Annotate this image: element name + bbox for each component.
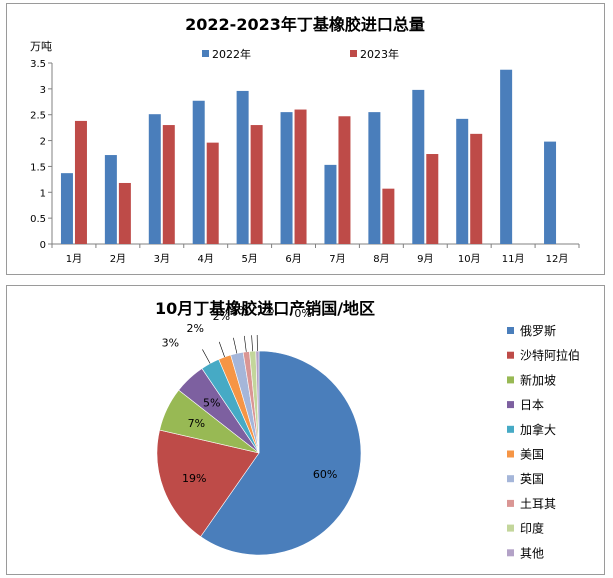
- y-tick-label: 0: [40, 240, 46, 251]
- x-tick-label: 12月: [546, 253, 569, 265]
- pie-legend-swatch: [507, 425, 514, 433]
- pie-data-label: 5%: [203, 396, 220, 409]
- pie-legend-swatch: [507, 524, 514, 532]
- pie-legend-swatch: [507, 549, 514, 557]
- pie-legend-label: 其他: [520, 546, 544, 560]
- pie-leader-line: [243, 335, 247, 352]
- y-tick-label: 1: [40, 188, 46, 199]
- pie-legend-label: 俄罗斯: [520, 324, 556, 338]
- bar-2022年-3月: [148, 114, 161, 244]
- bar-chart-panel: 2022-2023年丁基橡胶进口总量 万吨 2022年 2023年 0 0.5 1 1.…: [6, 3, 605, 275]
- bar-2023年-4月: [206, 142, 219, 244]
- bar-2023年-8月: [382, 188, 395, 244]
- pie-legend-label: 沙特阿拉伯: [520, 348, 580, 363]
- bar-2022年-4月: [192, 100, 205, 244]
- x-tick-label: 4月: [198, 253, 214, 265]
- bar-legend: 2022年 2023年: [202, 47, 399, 61]
- bar-chart-title: 2022-2023年丁基橡胶进口总量: [185, 15, 425, 34]
- pie-chart-title: 10月丁基橡胶进口产销国/地区: [155, 299, 375, 318]
- bar-2023年-7月: [338, 116, 351, 244]
- bar-2022年-9月: [412, 89, 425, 245]
- bar-chart: 2022-2023年丁基橡胶进口总量 万吨 2022年 2023年 0 0.5 1 1.…: [30, 15, 580, 265]
- bar-2022年-7月: [324, 164, 337, 244]
- pie-data-label: 2%: [186, 322, 203, 335]
- bar-marks: [60, 69, 557, 245]
- x-tick-label: 1月: [66, 253, 82, 265]
- pie-data-label: 7%: [188, 417, 205, 430]
- pie-legend-label: 新加坡: [520, 372, 556, 387]
- pie-data-label: 2%: [213, 310, 230, 323]
- x-tick-label: 5月: [241, 253, 257, 265]
- legend-swatch: [202, 50, 209, 57]
- y-tick-label: 1.5: [30, 162, 46, 173]
- pie-data-labels: 60%19%7%5%3%2%2% 1% 1% 0%: [162, 303, 338, 485]
- x-tick-label: 11月: [502, 253, 525, 265]
- legend-label: 2023年: [360, 47, 399, 61]
- pie-legend-swatch: [507, 499, 514, 507]
- bar-2023年-3月: [162, 125, 175, 244]
- pie-legend-swatch: [507, 327, 514, 334]
- pie-legend-swatch: [507, 351, 514, 359]
- bar-2022年-6月: [280, 112, 293, 244]
- x-tick-label: 3月: [154, 253, 170, 265]
- pie-chart: 10月丁基橡胶进口产销国/地区 60%19%7%5%3%2%2% 1% 1% 0% 俄…: [155, 299, 580, 560]
- pie-legend-swatch: [507, 475, 514, 483]
- x-tick-label: 7月: [329, 253, 345, 265]
- bar-axes: 0 0.5 1 1.5 2 2.5 3 3.5 1月 2月 3月 4月 5月 6月 7月 8月 9月 10月 11月…: [30, 59, 580, 265]
- x-tick-label: 8月: [373, 253, 389, 265]
- pie-slice-沙特阿拉伯: [156, 429, 260, 538]
- y-tick-label: 0.5: [30, 214, 46, 225]
- pie-leader-line: [251, 335, 253, 352]
- bar-2022年-12月: [544, 141, 557, 244]
- pie-chart-panel: 10月丁基橡胶进口产销国/地区 60% 19% 7% 5% 3% 2% 2% 1% 1% 0% 俄…: [6, 285, 605, 575]
- pie-legend-swatch: [507, 376, 514, 384]
- bar-2022年-1月: [60, 173, 73, 244]
- pie-leader-line: [202, 349, 211, 364]
- bar-2022年-5月: [236, 90, 249, 244]
- pie-leader-line: [233, 337, 238, 354]
- pie-data-label: 1%: [232, 304, 249, 317]
- bar-2023年-2月: [118, 182, 131, 244]
- x-tick-label: 6月: [285, 253, 301, 265]
- pie-leader-line: [218, 341, 225, 358]
- legend-swatch: [350, 50, 357, 57]
- pie-legend-swatch: [507, 401, 514, 409]
- pie-legend-swatch: [507, 450, 514, 458]
- bar-2022年-10月: [456, 118, 469, 244]
- bar-2023年-10月: [470, 133, 483, 244]
- pie-legend-label: 加拿大: [520, 422, 556, 437]
- pie-slices: [156, 350, 362, 556]
- y-axis-unit-label: 万吨: [30, 40, 52, 53]
- bar-2023年-9月: [426, 154, 439, 244]
- bar-2023年-6月: [294, 109, 307, 245]
- x-tick-label: 9月: [417, 253, 433, 265]
- pie-legend-label: 土耳其: [520, 497, 556, 511]
- y-tick-label: 2.5: [30, 111, 46, 122]
- pie-slice-俄罗斯: [200, 350, 362, 556]
- pie-legend-label: 英国: [520, 472, 544, 486]
- bar-2022年-11月: [500, 69, 513, 244]
- pie-data-label: 0%: [294, 307, 311, 320]
- y-tick-label: 2: [40, 137, 46, 148]
- pie-data-label: 1%: [257, 303, 274, 316]
- pie-data-label: 3%: [162, 336, 179, 349]
- x-tick-label: 2月: [110, 253, 126, 265]
- bar-2023年-1月: [74, 120, 87, 244]
- legend-label: 2022年: [212, 47, 251, 61]
- y-tick-label: 3.5: [30, 59, 46, 70]
- pie-data-label: 60%: [313, 468, 337, 481]
- bar-2022年-8月: [368, 112, 381, 244]
- pie-legend-label: 日本: [520, 398, 544, 412]
- pie-legend-label: 印度: [520, 521, 544, 536]
- pie-data-label: 19%: [182, 472, 206, 485]
- bar-2023年-5月: [250, 125, 263, 244]
- bar-2022年-2月: [104, 155, 117, 244]
- x-tick-label: 10月: [458, 253, 481, 265]
- y-tick-label: 3: [40, 85, 46, 96]
- pie-legend-label: 美国: [520, 448, 544, 462]
